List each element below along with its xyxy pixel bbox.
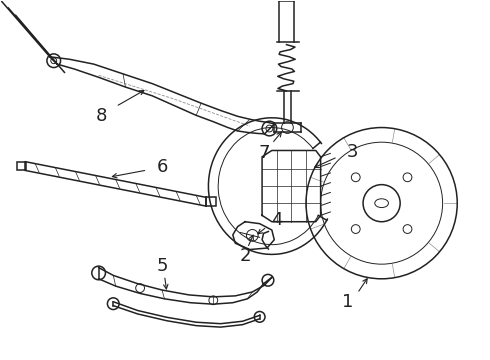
Text: 4: 4 [271, 211, 282, 229]
Bar [17, 162, 26, 171]
Text: 8: 8 [96, 107, 107, 125]
Text: 7: 7 [259, 144, 270, 162]
Text: 1: 1 [342, 293, 353, 311]
Bar [206, 197, 216, 206]
Text: 5: 5 [156, 257, 168, 275]
Text: 6: 6 [156, 158, 168, 176]
Text: 2: 2 [239, 247, 251, 265]
Text: 3: 3 [346, 143, 358, 161]
